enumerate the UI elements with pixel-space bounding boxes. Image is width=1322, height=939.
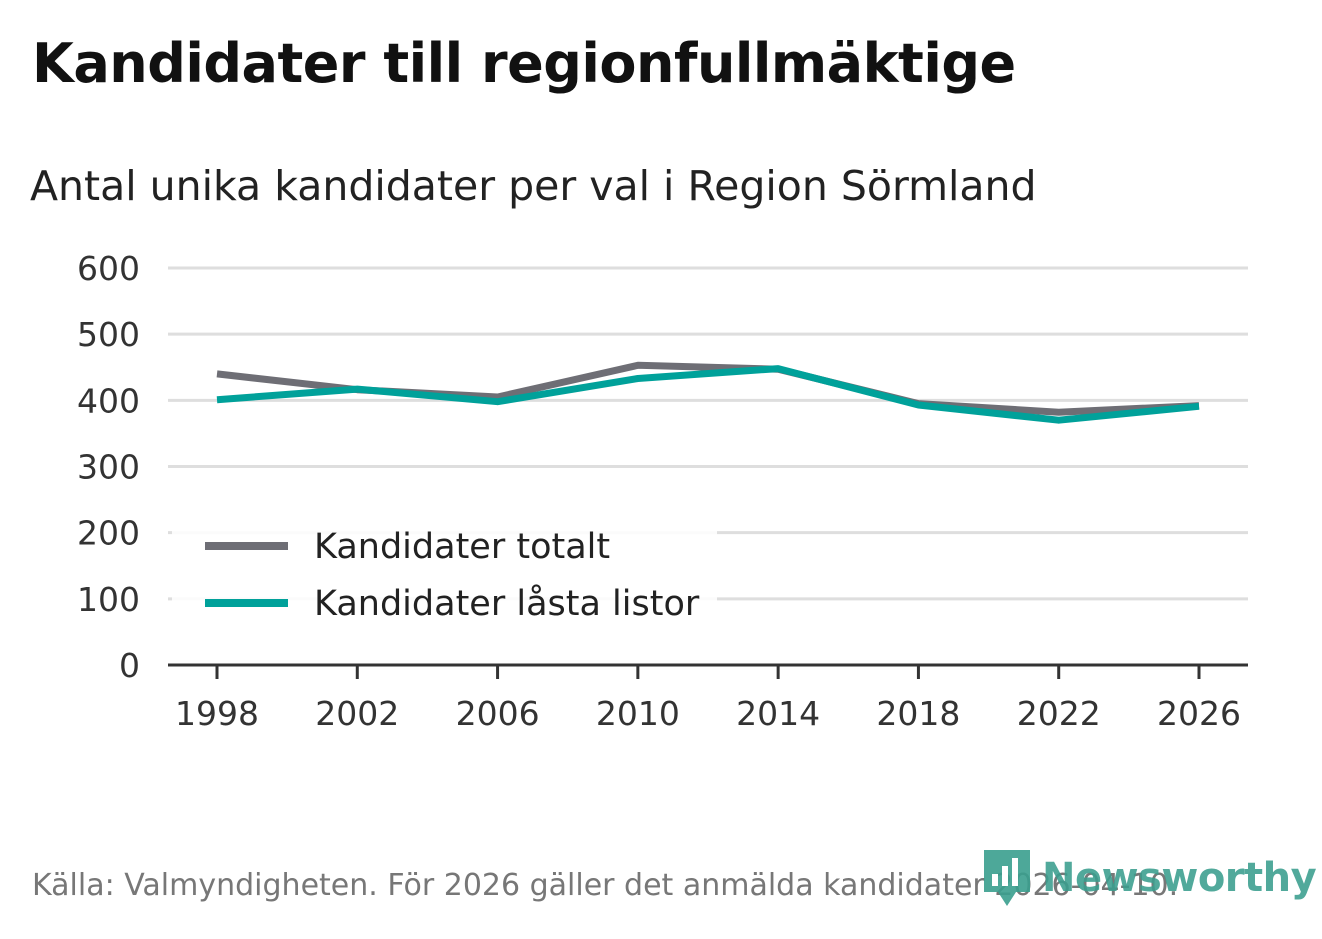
x-tick-label-2010: 2010 <box>596 694 680 733</box>
x-tick-label-2018: 2018 <box>876 694 960 733</box>
y-tick-label-400: 400 <box>77 381 140 420</box>
legend-background <box>172 516 717 636</box>
chart-title: Kandidater till regionfullmäktige <box>32 32 1016 95</box>
legend: Kandidater totalt Kandidater låsta listor <box>172 516 717 636</box>
y-tick-label-0: 0 <box>119 646 140 685</box>
y-tick-label-200: 200 <box>77 514 140 553</box>
chart-subtitle: Antal unika kandidater per val i Region … <box>30 162 1037 210</box>
brand-logo: Newsworthy <box>982 848 1317 908</box>
y-tick-label-600: 600 <box>77 249 140 288</box>
brand-name: Newsworthy <box>1042 855 1317 901</box>
y-tick-label-100: 100 <box>77 580 140 619</box>
y-tick-label-300: 300 <box>77 448 140 487</box>
legend-label-2: Kandidater låsta listor <box>314 583 700 624</box>
x-tick-label-2014: 2014 <box>736 694 820 733</box>
x-axis: 1998 2002 2006 2010 2014 2018 2022 2026 <box>168 663 1248 733</box>
y-tick-label-500: 500 <box>77 315 140 354</box>
x-tick-label-2026: 2026 <box>1157 694 1241 733</box>
x-tick-label-2006: 2006 <box>456 694 540 733</box>
series-line-2 <box>216 365 1200 424</box>
x-tick-label-2022: 2022 <box>1017 694 1101 733</box>
y-axis-ticks: 0 100 200 300 400 500 600 <box>77 249 140 685</box>
legend-label-1: Kandidater totalt <box>314 527 610 567</box>
newsworthy-logo-icon <box>984 850 1030 906</box>
series-lines <box>216 361 1200 424</box>
x-tick-label-2002: 2002 <box>315 694 399 733</box>
x-tick-label-1998: 1998 <box>175 694 259 733</box>
